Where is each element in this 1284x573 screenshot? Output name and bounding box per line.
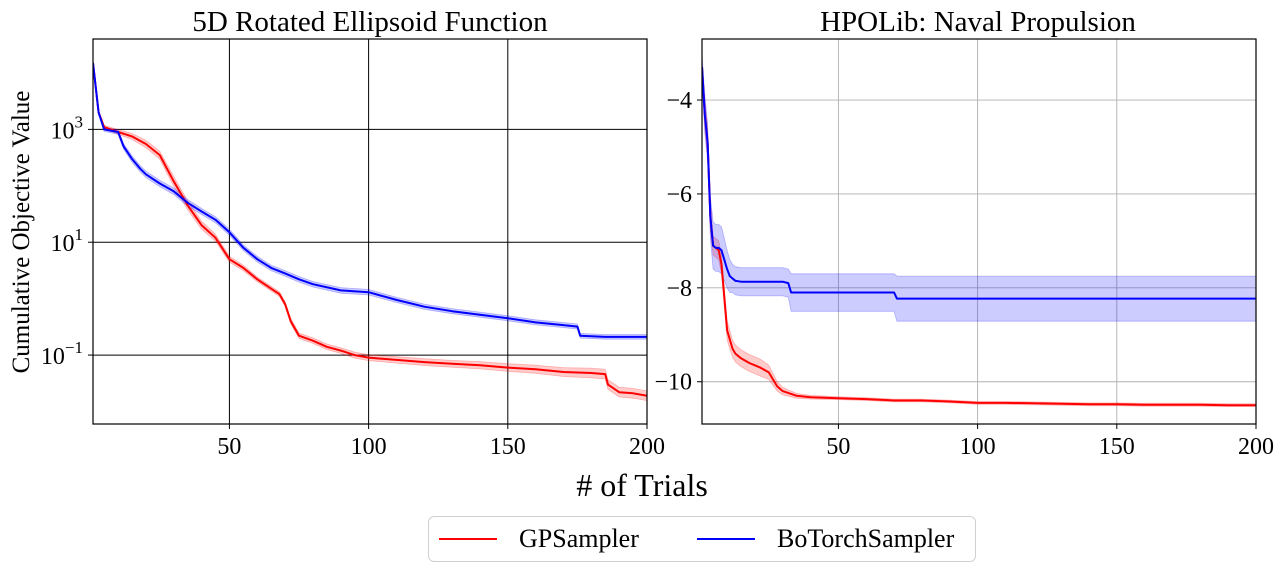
right-xtick-label-200: 200	[1238, 434, 1274, 460]
right-axes-frame	[701, 38, 1257, 425]
left-axes-frame	[92, 38, 648, 425]
right-xtick-label-50: 50	[826, 434, 850, 460]
right-ytick-label-0: −10	[654, 370, 692, 396]
left-panel-title: 5D Rotated Ellipsoid Function	[192, 6, 548, 38]
legend-swatch-botorchsampler	[697, 538, 755, 540]
right-band-botorchsampler	[702, 53, 1256, 322]
right-series-group	[702, 53, 1256, 408]
left-series-group	[93, 59, 647, 402]
left-line-gpsampler	[93, 62, 647, 397]
left-band-gpsampler	[93, 59, 647, 402]
legend-label-botorchsampler: BoTorchSampler	[777, 524, 955, 553]
legend-item-gpsampler: GPSampler	[439, 525, 639, 553]
right-panel-title: HPOLib: Naval Propulsion	[820, 6, 1136, 38]
right-ytick-label-3: −4	[666, 88, 692, 114]
figure-xlabel: # of Trials	[576, 467, 708, 503]
left-ytick-label-0: 10−1	[41, 338, 83, 370]
right-xtick-label-100: 100	[960, 434, 996, 460]
legend-item-botorchsampler: BoTorchSampler	[697, 525, 954, 553]
left-band-botorchsampler	[93, 60, 647, 340]
right-panel-plot: 50 100 150 200 −10 −8 −6 −4	[654, 38, 1274, 460]
right-ytick-label-1: −8	[666, 276, 692, 302]
left-ytick-label-1: 101	[51, 225, 84, 257]
right-line-botorchsampler	[702, 67, 1256, 300]
left-xtick-label-150: 150	[490, 434, 526, 460]
left-xtick-label-50: 50	[217, 434, 241, 460]
right-band-gpsampler	[702, 67, 1256, 408]
right-xtick-label-150: 150	[1099, 434, 1135, 460]
legend: GPSampler BoTorchSampler	[428, 516, 976, 562]
left-ytick-label-2: 103	[51, 112, 84, 144]
left-panel-ylabel: Cumulative Objective Value	[8, 91, 35, 374]
left-panel-plot: 50 100 150 200 10−1 101 103	[41, 38, 665, 460]
legend-swatch-gpsampler	[439, 538, 497, 540]
right-line-gpsampler	[702, 67, 1256, 407]
left-xtick-label-200: 200	[629, 434, 665, 460]
legend-label-gpsampler: GPSampler	[519, 524, 639, 553]
right-ytick-label-2: −6	[666, 182, 692, 208]
left-xtick-label-100: 100	[351, 434, 387, 460]
left-line-botorchsampler	[93, 62, 647, 338]
